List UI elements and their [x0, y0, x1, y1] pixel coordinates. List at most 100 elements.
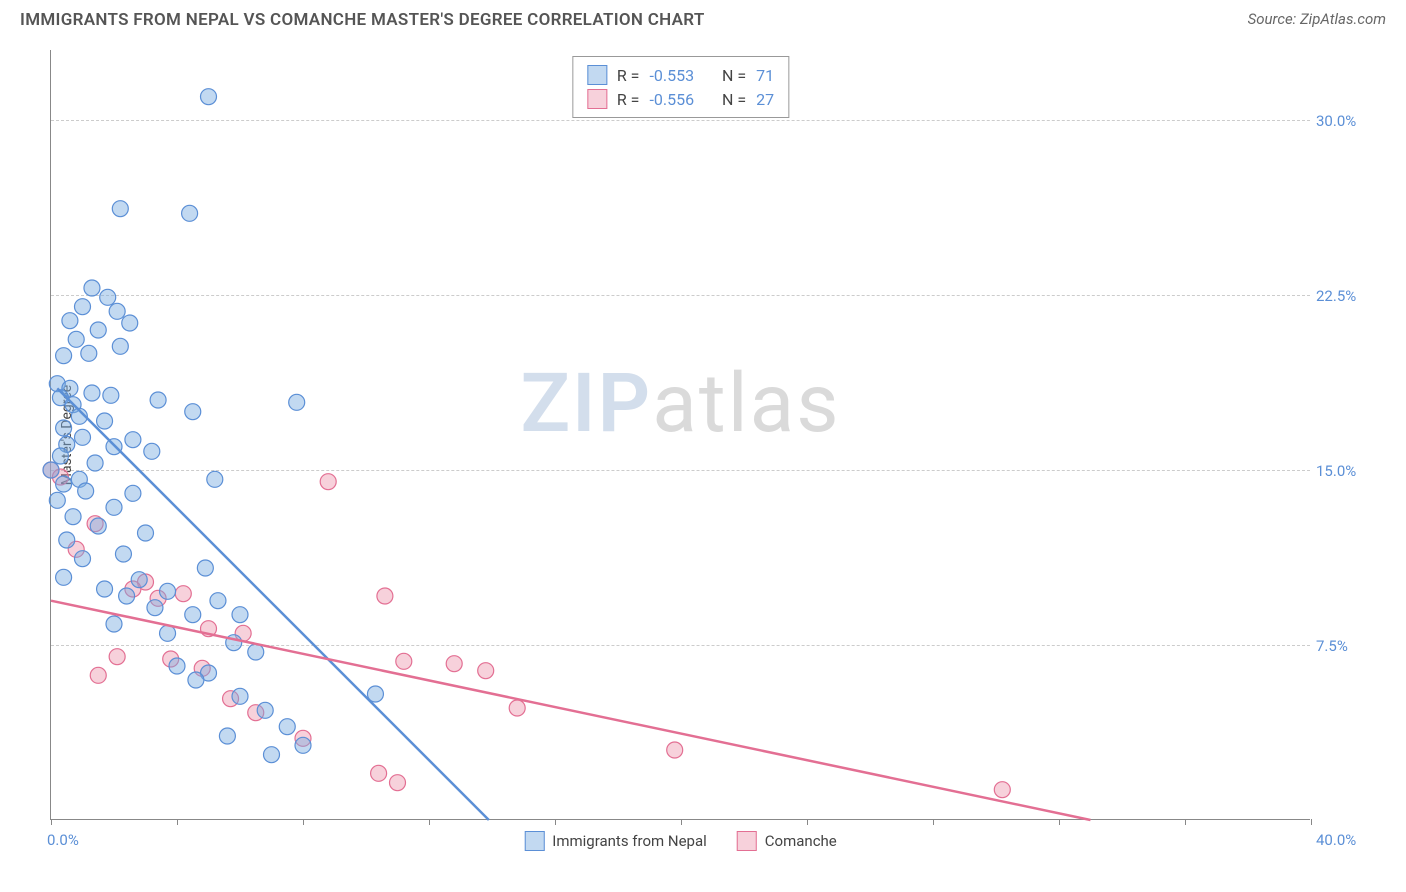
- legend-n-value-2: 27: [756, 90, 774, 109]
- data-point: [75, 551, 91, 567]
- y-tick-label: 15.0%: [1316, 462, 1372, 480]
- x-tick: [177, 819, 178, 825]
- data-point: [219, 728, 235, 744]
- data-point: [49, 492, 65, 508]
- data-point: [396, 653, 412, 669]
- data-point: [106, 499, 122, 515]
- legend-n-label: N =: [722, 66, 746, 85]
- source-name: ZipAtlas.com: [1300, 10, 1386, 28]
- data-point: [59, 532, 75, 548]
- data-point: [509, 700, 525, 716]
- x-axis-max-label: 40.0%: [1316, 831, 1372, 849]
- legend-row-series-1: R = -0.553 N = 71: [587, 63, 774, 87]
- data-point: [84, 385, 100, 401]
- legend-item-series-2: Comanche: [737, 831, 837, 851]
- data-point: [97, 581, 113, 597]
- data-point: [43, 462, 59, 478]
- header: IMMIGRANTS FROM NEPAL VS COMANCHE MASTER…: [0, 0, 1406, 30]
- x-tick: [555, 819, 556, 825]
- x-axis-min-label: 0.0%: [47, 831, 79, 849]
- data-point: [81, 345, 97, 361]
- source-prefix: Source:: [1248, 10, 1300, 28]
- data-point: [112, 201, 128, 217]
- data-point: [90, 322, 106, 338]
- data-point: [90, 518, 106, 534]
- data-point: [87, 455, 103, 471]
- data-point: [150, 392, 166, 408]
- data-point: [65, 509, 81, 525]
- correlation-legend: R = -0.553 N = 71 R = -0.556 N = 27: [572, 56, 789, 118]
- x-tick: [429, 819, 430, 825]
- data-point: [185, 404, 201, 420]
- data-point: [103, 387, 119, 403]
- data-point: [667, 742, 683, 758]
- data-point: [264, 747, 280, 763]
- x-tick: [1185, 819, 1186, 825]
- data-point: [109, 303, 125, 319]
- legend-swatch-series-1: [587, 65, 607, 85]
- data-point: [289, 394, 305, 410]
- data-point: [56, 476, 72, 492]
- data-point: [175, 586, 191, 602]
- legend-swatch-series-2: [737, 831, 757, 851]
- data-point: [248, 644, 264, 660]
- data-point: [182, 205, 198, 221]
- data-point: [994, 782, 1010, 798]
- legend-n-label: N =: [722, 90, 746, 109]
- data-point: [56, 569, 72, 585]
- legend-label-series-1: Immigrants from Nepal: [552, 832, 707, 850]
- chart-area: Master's Degree 7.5%15.0%22.5%30.0% ZIPa…: [50, 50, 1380, 840]
- x-tick: [303, 819, 304, 825]
- y-tick-label: 22.5%: [1316, 287, 1372, 305]
- data-point: [90, 667, 106, 683]
- data-point: [169, 658, 185, 674]
- legend-r-label: R =: [617, 90, 640, 109]
- data-point: [478, 663, 494, 679]
- data-point: [125, 485, 141, 501]
- legend-label-series-2: Comanche: [765, 832, 837, 850]
- data-point: [160, 583, 176, 599]
- data-point: [371, 765, 387, 781]
- data-point: [147, 600, 163, 616]
- data-point: [109, 649, 125, 665]
- legend-swatch-series-1: [524, 831, 544, 851]
- source-attribution: Source: ZipAtlas.com: [1248, 10, 1386, 28]
- data-point: [68, 331, 84, 347]
- data-point: [106, 616, 122, 632]
- data-point: [84, 280, 100, 296]
- x-tick: [1059, 819, 1060, 825]
- data-point: [279, 719, 295, 735]
- x-tick: [807, 819, 808, 825]
- data-point: [131, 572, 147, 588]
- data-point: [122, 315, 138, 331]
- data-point: [257, 702, 273, 718]
- y-tick-label: 30.0%: [1316, 112, 1372, 130]
- data-point: [232, 607, 248, 623]
- x-tick: [933, 819, 934, 825]
- series-legend: Immigrants from Nepal Comanche: [524, 831, 837, 851]
- data-point: [320, 474, 336, 490]
- legend-n-value-1: 71: [756, 66, 774, 85]
- x-tick: [51, 819, 52, 825]
- data-point: [100, 289, 116, 305]
- data-point: [446, 656, 462, 672]
- data-point: [75, 299, 91, 315]
- y-tick-label: 7.5%: [1316, 637, 1372, 655]
- data-point: [112, 338, 128, 354]
- legend-item-series-1: Immigrants from Nepal: [524, 831, 707, 851]
- x-tick: [1311, 819, 1312, 825]
- legend-row-series-2: R = -0.556 N = 27: [587, 87, 774, 111]
- data-point: [138, 525, 154, 541]
- legend-r-label: R =: [617, 66, 640, 85]
- data-point: [78, 483, 94, 499]
- data-point: [201, 89, 217, 105]
- data-point: [56, 348, 72, 364]
- legend-r-value-2: -0.556: [649, 90, 694, 109]
- legend-r-value-1: -0.553: [649, 66, 694, 85]
- x-tick: [681, 819, 682, 825]
- legend-swatch-series-2: [587, 89, 607, 109]
- data-point: [210, 593, 226, 609]
- data-point: [62, 313, 78, 329]
- data-point: [56, 420, 72, 436]
- data-point: [188, 672, 204, 688]
